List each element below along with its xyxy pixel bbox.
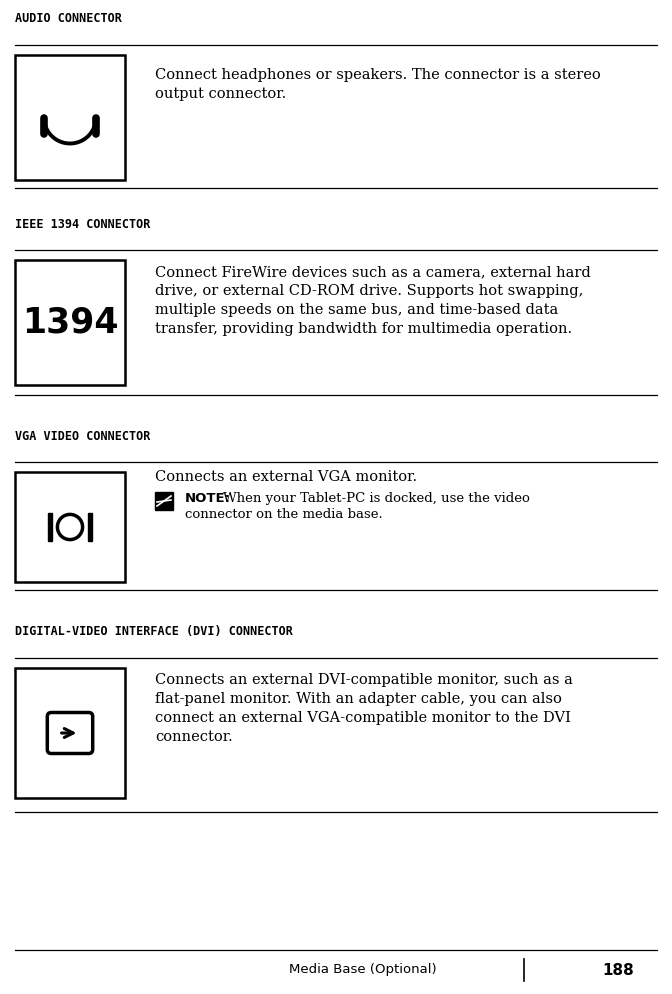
Text: Connects an external VGA monitor.: Connects an external VGA monitor. <box>155 470 417 484</box>
Text: AUDIO CONNECTOR: AUDIO CONNECTOR <box>15 12 122 25</box>
Text: Connects an external DVI-compatible monitor, such as a
flat-panel monitor. With : Connects an external DVI-compatible moni… <box>155 673 573 744</box>
Bar <box>15 260 125 385</box>
Text: 1394: 1394 <box>22 305 118 340</box>
Bar <box>15 668 125 798</box>
Bar <box>15 55 125 180</box>
Text: IEEE 1394 CONNECTOR: IEEE 1394 CONNECTOR <box>15 218 151 231</box>
FancyBboxPatch shape <box>47 713 93 753</box>
Bar <box>48 513 52 542</box>
Text: connector on the media base.: connector on the media base. <box>185 508 383 521</box>
Text: NOTE:: NOTE: <box>185 492 231 505</box>
Text: DIGITAL-VIDEO INTERFACE (DVI) CONNECTOR: DIGITAL-VIDEO INTERFACE (DVI) CONNECTOR <box>15 625 293 638</box>
Text: When your Tablet-PC is docked, use the video: When your Tablet-PC is docked, use the v… <box>223 492 530 505</box>
Bar <box>15 472 125 582</box>
Text: Connect FireWire devices such as a camera, external hard
drive, or external CD-R: Connect FireWire devices such as a camer… <box>155 265 591 336</box>
Text: 188: 188 <box>602 963 634 978</box>
Text: Connect headphones or speakers. The connector is a stereo
output connector.: Connect headphones or speakers. The conn… <box>155 68 601 101</box>
Bar <box>87 513 92 542</box>
Text: Media Base (Optional): Media Base (Optional) <box>289 963 437 976</box>
Text: VGA VIDEO CONNECTOR: VGA VIDEO CONNECTOR <box>15 430 151 443</box>
FancyBboxPatch shape <box>155 492 173 510</box>
